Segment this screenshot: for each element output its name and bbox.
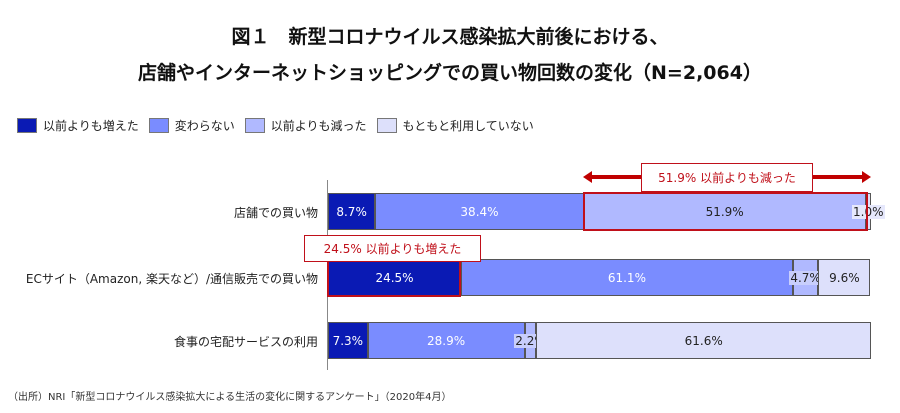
bar-segment: 4.7% xyxy=(789,259,822,296)
stacked-bar: 7.3% 28.9% 2.2% 61.6% xyxy=(328,322,871,359)
category-label: 店舗での買い物 xyxy=(233,206,318,220)
legend-swatch xyxy=(148,118,169,133)
bar-segment: 61.6% xyxy=(536,322,871,359)
data-label: 24.5% xyxy=(375,270,414,285)
source-note: （出所）NRI「新型コロナウイルス感染拡大による生活の変化に関するアンケート」（… xyxy=(8,392,452,403)
bar-segment: 9.6% xyxy=(818,259,871,296)
data-label: 61.1% xyxy=(607,270,646,285)
legend-swatch xyxy=(17,118,37,133)
bar-segment: 61.1% xyxy=(461,259,793,296)
data-label: 4.7% xyxy=(789,270,822,285)
legend-swatch xyxy=(244,118,265,133)
bar-segment: 28.9% xyxy=(367,322,525,359)
callout-increased: 24.5% 以前よりも増えた xyxy=(304,235,481,262)
data-label: 9.6% xyxy=(829,270,860,285)
data-label: 38.4% xyxy=(460,204,499,219)
legend-item: 以前よりも減った xyxy=(244,117,367,134)
category-label: 食事の宅配サービスの利用 xyxy=(173,335,318,349)
bar-segment: 8.7% xyxy=(328,193,376,230)
data-label: 7.3% xyxy=(332,333,364,348)
stacked-bar: 8.7% 38.4% 51.9% 1.0% xyxy=(328,193,885,230)
bar-segment: 7.3% xyxy=(328,322,368,359)
highlight-increased-ec xyxy=(327,258,461,297)
legend-item: 以前よりも増えた xyxy=(17,117,139,134)
callout-decreased: 51.9% 以前よりも減った xyxy=(641,163,813,192)
data-label: 51.9% xyxy=(705,204,744,219)
data-label: 28.9% xyxy=(427,333,466,348)
data-label: 8.7% xyxy=(336,204,367,219)
legend-label: もともと利用していない xyxy=(402,119,534,133)
bar-segment: 2.2% xyxy=(514,322,547,359)
chart-title-line2: 店舗やインターネットショッピングでの買い物回数の変化（N=2,064） xyxy=(138,62,762,84)
legend-label: 変わらない xyxy=(174,119,235,133)
legend: 以前よりも増えた 変わらない 以前よりも減った もともと利用していない xyxy=(17,117,534,134)
chart-title-line1: 図１ 新型コロナウイルス感染拡大前後における、 xyxy=(231,26,669,48)
bar-segment: 38.4% xyxy=(375,193,584,230)
highlight-decreased-store xyxy=(583,192,868,231)
data-label: 61.6% xyxy=(684,333,723,348)
legend-swatch xyxy=(376,118,397,133)
legend-item: もともと利用していない xyxy=(376,117,534,134)
category-label: ECサイト（Amazon, 楽天など）/通信販売での買い物 xyxy=(25,272,318,286)
arrow-left-head-icon xyxy=(583,171,592,183)
legend-label: 以前よりも増えた xyxy=(43,119,139,133)
legend-item: 変わらない xyxy=(148,117,235,134)
data-label: 1.0% xyxy=(852,204,885,219)
arrow-right-head-icon xyxy=(862,171,871,183)
legend-label: 以前よりも減った xyxy=(270,119,367,133)
